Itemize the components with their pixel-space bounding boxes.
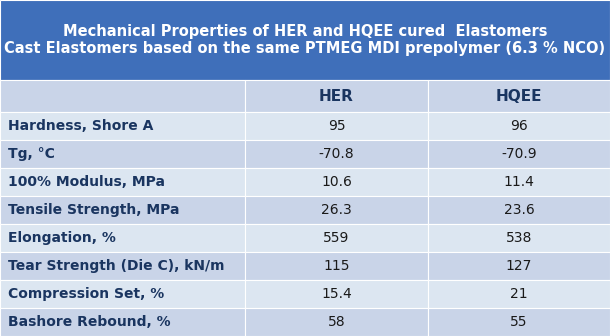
Text: 559: 559 bbox=[323, 231, 350, 245]
Bar bbox=[245, 140, 428, 168]
Bar bbox=[0, 112, 245, 140]
Text: 538: 538 bbox=[506, 231, 532, 245]
Bar bbox=[0, 308, 245, 336]
Text: Tg, °C: Tg, °C bbox=[8, 147, 55, 161]
Bar bbox=[428, 168, 610, 196]
Bar bbox=[428, 280, 610, 308]
Bar bbox=[0, 196, 245, 224]
Text: Hardness, Shore A: Hardness, Shore A bbox=[8, 119, 153, 133]
Bar bbox=[245, 252, 428, 280]
Bar bbox=[245, 196, 428, 224]
Bar bbox=[245, 280, 428, 308]
Bar bbox=[428, 224, 610, 252]
Text: Elongation, %: Elongation, % bbox=[8, 231, 116, 245]
Text: -70.8: -70.8 bbox=[318, 147, 354, 161]
Text: 115: 115 bbox=[323, 259, 350, 273]
Bar bbox=[0, 224, 245, 252]
Text: 96: 96 bbox=[510, 119, 528, 133]
Text: 58: 58 bbox=[328, 315, 345, 329]
Text: 95: 95 bbox=[328, 119, 345, 133]
Bar bbox=[245, 80, 428, 112]
Bar bbox=[245, 168, 428, 196]
Bar bbox=[428, 140, 610, 168]
Bar bbox=[245, 308, 428, 336]
Bar bbox=[428, 252, 610, 280]
Bar bbox=[428, 308, 610, 336]
Text: Tensile Strength, MPa: Tensile Strength, MPa bbox=[8, 203, 179, 217]
Text: 15.4: 15.4 bbox=[321, 287, 352, 301]
Text: -70.9: -70.9 bbox=[501, 147, 537, 161]
Bar bbox=[245, 224, 428, 252]
Text: 11.4: 11.4 bbox=[504, 175, 534, 189]
Text: Compression Set, %: Compression Set, % bbox=[8, 287, 164, 301]
Bar bbox=[245, 112, 428, 140]
Text: 55: 55 bbox=[510, 315, 528, 329]
Bar bbox=[0, 80, 245, 112]
Bar bbox=[0, 252, 245, 280]
Bar bbox=[0, 140, 245, 168]
Text: 127: 127 bbox=[506, 259, 532, 273]
Text: HER: HER bbox=[319, 88, 354, 103]
Text: Bashore Rebound, %: Bashore Rebound, % bbox=[8, 315, 171, 329]
Bar bbox=[428, 196, 610, 224]
Bar bbox=[428, 112, 610, 140]
Bar bbox=[0, 168, 245, 196]
Text: 10.6: 10.6 bbox=[321, 175, 352, 189]
Text: HQEE: HQEE bbox=[496, 88, 542, 103]
Text: Tear Strength (Die C), kN/m: Tear Strength (Die C), kN/m bbox=[8, 259, 224, 273]
Text: 100% Modulus, MPa: 100% Modulus, MPa bbox=[8, 175, 165, 189]
Text: 23.6: 23.6 bbox=[504, 203, 534, 217]
Text: 21: 21 bbox=[510, 287, 528, 301]
Bar bbox=[0, 280, 245, 308]
Bar bbox=[428, 80, 610, 112]
Text: Mechanical Properties of HER and HQEE cured  Elastomers
Cast Elastomers based on: Mechanical Properties of HER and HQEE cu… bbox=[4, 24, 606, 56]
Text: 26.3: 26.3 bbox=[321, 203, 352, 217]
Bar bbox=[0, 0, 610, 80]
